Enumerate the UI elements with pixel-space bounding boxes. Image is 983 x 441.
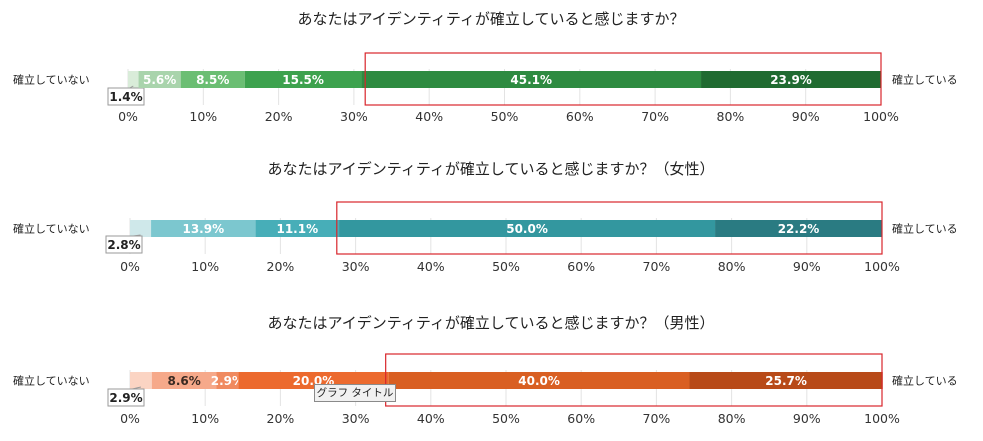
highlight-frame	[385, 353, 883, 407]
x-tick-label: 80%	[717, 109, 745, 124]
bar-segment	[151, 372, 217, 389]
bar-segment	[130, 372, 152, 389]
bar-segment	[128, 71, 139, 88]
data-label: 2.8%	[107, 238, 140, 252]
x-tick-label: 0%	[120, 259, 140, 274]
data-label: 45.1%	[510, 73, 552, 87]
data-label: 23.9%	[770, 73, 812, 87]
data-label: 2.9%	[109, 391, 142, 405]
x-tick-label: 50%	[492, 411, 520, 426]
x-tick-label: 90%	[793, 259, 821, 274]
bar-segment	[388, 372, 690, 389]
callout-box	[107, 388, 145, 407]
data-label: 1.4%	[109, 90, 142, 104]
highlight-frame	[336, 201, 883, 255]
x-tick-label: 10%	[189, 109, 217, 124]
right-category-label: 確立している	[892, 374, 958, 388]
right-category-label: 確立している	[892, 222, 958, 236]
x-tick-label: 50%	[491, 109, 519, 124]
bar-segment	[216, 372, 239, 389]
bar-segment	[339, 220, 716, 237]
x-tick-label: 90%	[792, 109, 820, 124]
left-category-label: 確立していない	[13, 374, 90, 388]
right-category-label: 確立している	[892, 73, 958, 87]
x-tick-label: 30%	[340, 109, 368, 124]
x-tick-label: 20%	[265, 109, 293, 124]
data-label: 25.7%	[765, 374, 807, 388]
left-category-label: 確立していない	[13, 73, 90, 87]
x-tick-label: 60%	[567, 259, 595, 274]
x-tick-label: 100%	[864, 411, 900, 426]
data-label: 13.9%	[182, 222, 224, 236]
chart-title: あなたはアイデンティティが確立していると感じますか？（男性）	[267, 314, 714, 332]
bar-segment	[130, 220, 152, 237]
x-tick-label: 20%	[267, 411, 295, 426]
bar-segment	[715, 220, 882, 237]
highlight-frame	[364, 52, 882, 106]
data-label: 22.2%	[778, 222, 820, 236]
left-category-label: 確立していない	[13, 222, 90, 236]
data-label: 2.9%	[211, 374, 244, 388]
x-tick-label: 90%	[793, 411, 821, 426]
data-label: 50.0%	[506, 222, 548, 236]
bar-segment	[701, 71, 881, 88]
x-tick-label: 60%	[566, 109, 594, 124]
data-label: 8.6%	[168, 374, 201, 388]
bar-segment	[138, 71, 181, 88]
x-tick-label: 20%	[267, 259, 295, 274]
x-tick-label: 10%	[191, 411, 219, 426]
x-tick-label: 70%	[643, 411, 671, 426]
callout-box	[107, 87, 145, 106]
chart-title: あなたはアイデンティティが確立していると感じますか？（女性）	[267, 160, 714, 178]
chart-title: あなたはアイデンティティが確立していると感じますか？	[297, 10, 684, 28]
x-tick-label: 40%	[415, 109, 443, 124]
bar-segment	[244, 71, 362, 88]
x-tick-label: 50%	[492, 259, 520, 274]
x-tick-label: 30%	[342, 411, 370, 426]
x-tick-label: 70%	[641, 109, 669, 124]
x-tick-label: 0%	[120, 411, 140, 426]
data-label: 11.1%	[276, 222, 318, 236]
x-tick-label: 40%	[417, 259, 445, 274]
x-tick-label: 70%	[643, 259, 671, 274]
data-label: 15.5%	[282, 73, 324, 87]
x-tick-label: 30%	[342, 259, 370, 274]
x-tick-label: 80%	[718, 411, 746, 426]
x-tick-label: 100%	[863, 109, 899, 124]
bar-segment	[361, 71, 702, 88]
x-tick-label: 60%	[567, 411, 595, 426]
bar-segment	[180, 71, 245, 88]
bar-segment	[151, 220, 256, 237]
x-tick-label: 10%	[191, 259, 219, 274]
chart-title-tooltip: グラフ タイトル	[314, 384, 396, 402]
x-tick-label: 40%	[417, 411, 445, 426]
x-tick-label: 100%	[864, 259, 900, 274]
bar-segment	[689, 372, 883, 389]
data-label: 8.5%	[196, 73, 229, 87]
bar-segment	[255, 220, 340, 237]
x-tick-label: 80%	[718, 259, 746, 274]
data-label: 40.0%	[518, 374, 560, 388]
callout-box	[105, 235, 143, 254]
x-tick-label: 0%	[118, 109, 138, 124]
data-label: 5.6%	[143, 73, 176, 87]
